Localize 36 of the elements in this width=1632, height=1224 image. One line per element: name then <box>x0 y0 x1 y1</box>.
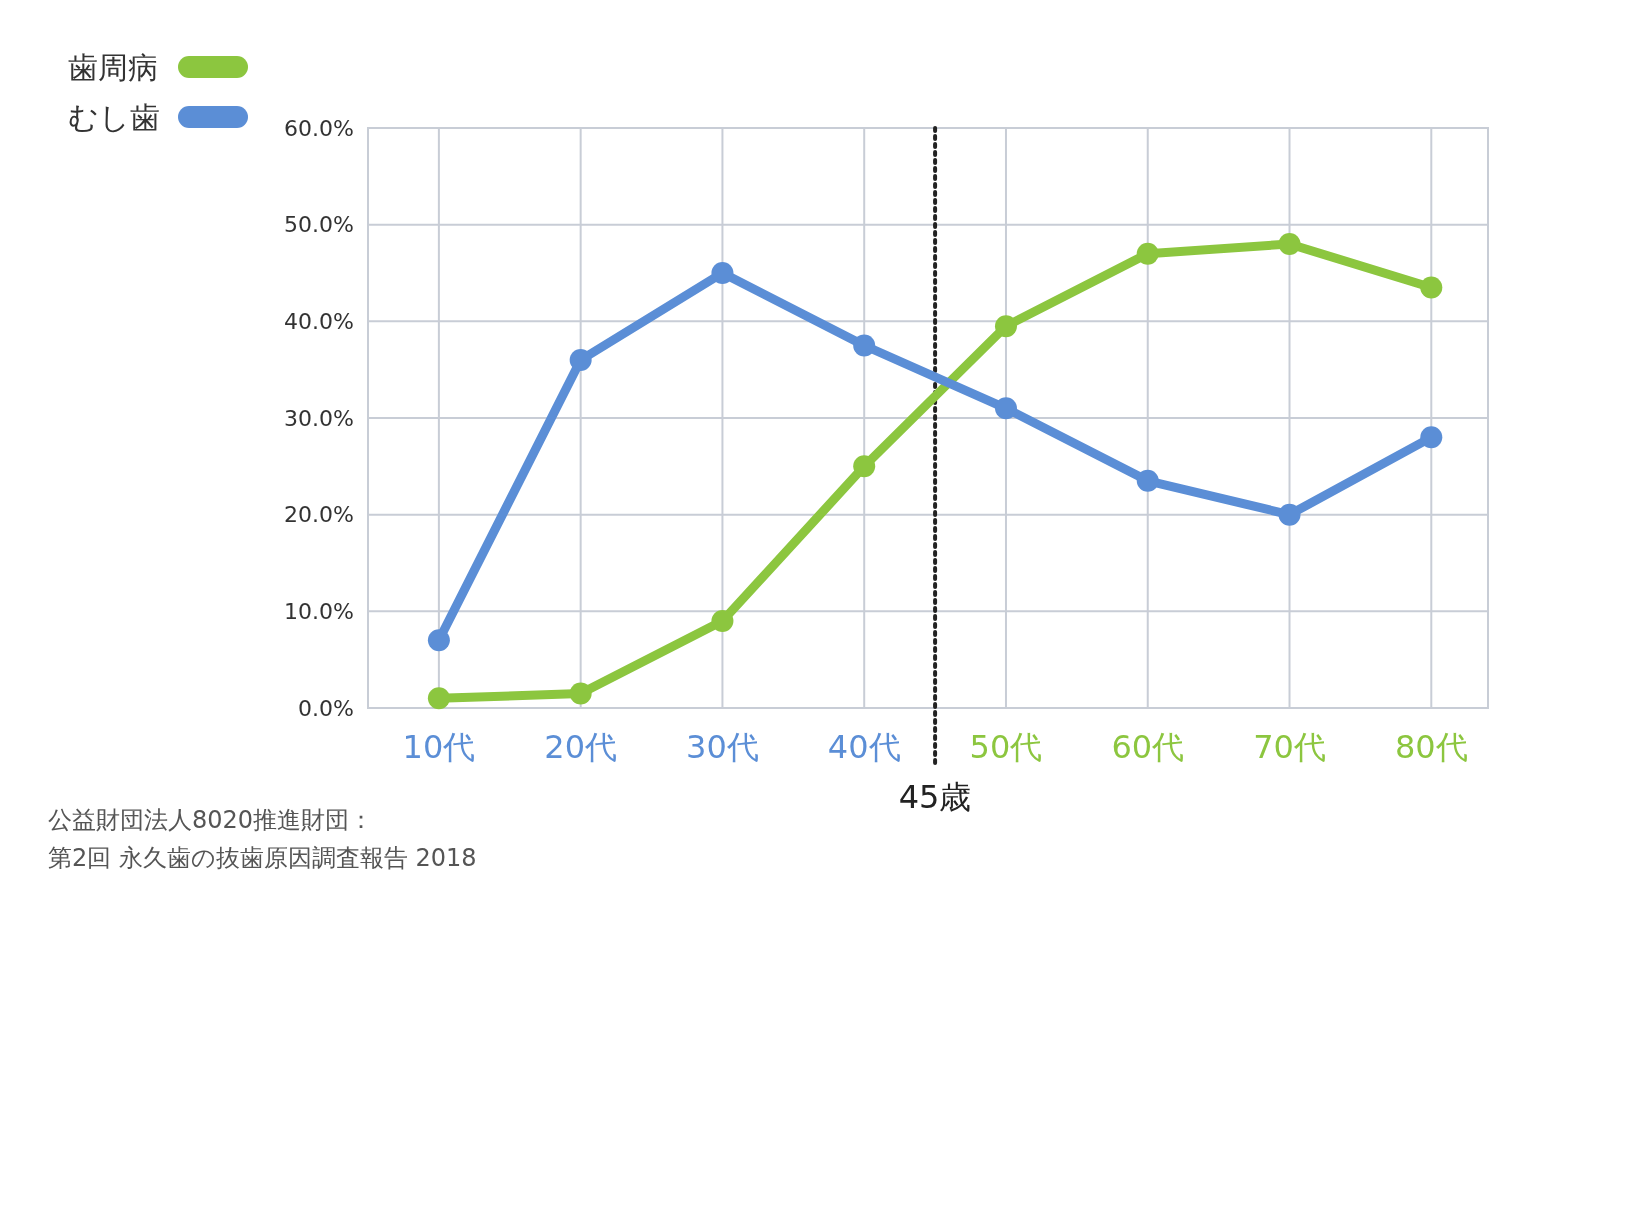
y-tick-label: 0.0% <box>298 695 354 721</box>
y-tick-label: 30.0% <box>284 405 354 431</box>
x-tick-label: 70代 <box>1253 728 1326 766</box>
point <box>994 397 1017 420</box>
x-tick-label: 40代 <box>827 728 901 766</box>
point <box>1278 503 1301 526</box>
point <box>1136 469 1159 492</box>
x-tick-label: 60代 <box>1111 728 1185 766</box>
x-tick-label: 80代 <box>1394 728 1468 766</box>
point <box>427 629 450 652</box>
y-tick-label: 50.0% <box>284 212 354 238</box>
point <box>853 334 876 357</box>
point <box>1278 233 1301 255</box>
legend-label: 歯周病 <box>68 50 158 85</box>
y-tick-label: 10.0% <box>284 599 354 625</box>
point <box>853 455 876 478</box>
y-tick-label: 40.0% <box>284 309 354 335</box>
ref-line-label: 45歳 <box>898 778 972 816</box>
point <box>994 315 1017 338</box>
point <box>1136 242 1159 265</box>
x-tick-label: 20代 <box>544 728 618 766</box>
y-tick-label: 60.0% <box>284 115 354 141</box>
point <box>427 687 450 710</box>
point <box>569 349 592 371</box>
x-tick-label: 10代 <box>402 728 476 766</box>
y-tick-label: 20.0% <box>284 502 354 528</box>
legend-label: むし歯 <box>68 100 160 135</box>
x-tick-label: 50代 <box>969 728 1043 766</box>
point <box>711 262 734 284</box>
text: 公益財団法人8020推進財団： <box>48 806 374 834</box>
x-tick-label: 30代 <box>686 728 759 766</box>
point <box>1420 426 1443 449</box>
text: 第2回 永久歯の抜歯原因調査報告 2018 <box>48 844 477 872</box>
point <box>1420 276 1443 299</box>
point <box>569 682 592 705</box>
point <box>711 610 734 632</box>
